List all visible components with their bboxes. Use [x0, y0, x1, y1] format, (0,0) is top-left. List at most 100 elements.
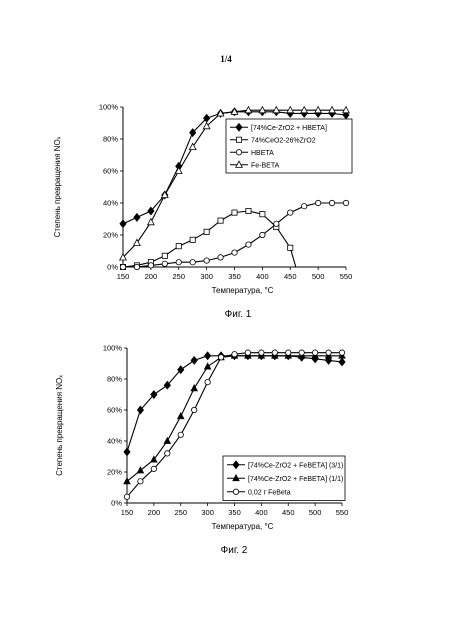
y-tick-label: 100%: [103, 344, 123, 353]
data-point: [119, 252, 127, 261]
data-point: [136, 405, 145, 415]
data-point: [231, 209, 238, 216]
data-point: [272, 105, 281, 114]
data-point: [123, 477, 131, 485]
y-tick-label: 40%: [107, 437, 122, 446]
data-point: [119, 263, 127, 271]
data-point: [217, 254, 224, 261]
x-tick-label: 300: [201, 508, 214, 517]
data-point: [217, 217, 224, 224]
data-point: [163, 436, 172, 444]
x-tick-label: 350: [228, 272, 241, 281]
data-point: [190, 355, 198, 365]
x-tick-label: 150: [121, 508, 134, 517]
x-tick-label: 300: [200, 272, 213, 281]
data-point: [137, 478, 144, 485]
legend-marker: [235, 136, 242, 143]
page-number: 1/4: [220, 54, 232, 64]
data-point: [342, 199, 350, 207]
legend: [74%Ce-ZrO2 + FeBETA] (3/1) [74%Ce-ZrO2 +…: [222, 455, 346, 501]
data-point: [245, 241, 252, 248]
x-tick-label: 400: [255, 508, 268, 517]
data-point: [312, 349, 319, 356]
x-tick-label: 450: [284, 272, 297, 281]
data-point: [133, 263, 141, 271]
data-point: [203, 362, 212, 370]
legend-label: [74%Ce-ZrO2 + FeBETA] (1/1): [248, 476, 343, 483]
data-point: [189, 236, 196, 243]
data-point: [258, 349, 265, 356]
data-point: [314, 105, 323, 114]
y-tick-label: 100%: [99, 103, 119, 112]
data-point: [175, 243, 182, 250]
data-point: [338, 357, 346, 367]
data-point: [190, 384, 198, 392]
data-point: [271, 349, 278, 356]
series-1: [123, 351, 346, 457]
y-axis-title: Степень превращения NOₓ: [53, 136, 62, 237]
y-tick-label: 0%: [107, 263, 118, 272]
data-point: [258, 105, 267, 114]
y-tick-label: 40%: [103, 199, 118, 208]
y-tick-label: 80%: [107, 375, 122, 384]
y-tick-label: 20%: [103, 231, 118, 240]
data-point: [123, 447, 131, 457]
data-point: [147, 206, 155, 216]
legend-label: 74%CeO2-26%ZrO2: [251, 137, 316, 144]
data-point: [273, 220, 280, 227]
data-point: [204, 378, 211, 386]
data-point: [133, 212, 141, 222]
chart-fig2: 0% 20% 40% 60% 80% 100% 150 200 250 300 350 400 450 5…: [55, 344, 349, 531]
data-point: [188, 142, 197, 150]
x-tick-label: 400: [256, 272, 269, 281]
data-point: [338, 349, 346, 356]
series-line: [126, 355, 343, 452]
data-point: [231, 249, 238, 256]
figure-caption-2: Фиг. 2: [220, 545, 248, 556]
x-tick-label: 550: [340, 272, 353, 281]
data-point: [231, 351, 238, 358]
y-axis-title: Степень превращения NOₓ: [55, 375, 64, 476]
data-point: [204, 351, 212, 361]
legend-marker: [235, 160, 243, 168]
data-point: [189, 128, 197, 138]
data-point: [176, 411, 185, 420]
data-point: [150, 455, 158, 463]
data-point: [150, 465, 157, 472]
data-point: [163, 380, 171, 390]
data-point: [216, 108, 225, 117]
x-tick-label: 450: [282, 508, 295, 517]
legend-label: Fe-BETA: [251, 162, 280, 169]
data-point: [328, 105, 337, 114]
data-point: [259, 231, 266, 239]
x-tick-label: 200: [148, 508, 161, 517]
data-point: [191, 406, 198, 414]
data-point: [189, 259, 196, 266]
series-4: [119, 105, 350, 261]
data-point: [177, 365, 185, 375]
data-point: [259, 211, 266, 218]
y-tick-label: 0%: [111, 499, 122, 508]
data-point: [123, 493, 131, 500]
data-point: [286, 105, 295, 114]
data-point: [202, 121, 211, 130]
chart-fig1: 0% 20% 40% 60% 80% 100% 150 200 250 300 350 400 450 5…: [53, 103, 353, 295]
data-point: [177, 431, 184, 438]
x-tick-label: 500: [309, 508, 322, 517]
x-tick-label: 250: [172, 272, 185, 281]
x-tick-label: 250: [174, 508, 187, 517]
legend: [74%Ce-ZrO2 + HBETA] 74%CeO2-26%ZrO2 HBETA…: [225, 118, 353, 174]
data-point: [203, 257, 210, 264]
x-tick-label: 150: [117, 272, 130, 281]
data-point: [230, 107, 239, 115]
series-3: [119, 199, 350, 271]
figure-caption-1: Фиг. 1: [224, 309, 252, 320]
y-tick-label: 60%: [107, 406, 122, 415]
x-tick-label: 550: [336, 508, 349, 517]
legend-marker: [232, 474, 240, 482]
data-point: [150, 390, 158, 399]
data-point: [315, 199, 322, 207]
series-line: [122, 210, 297, 268]
x-axis-title: Температура, °C: [212, 522, 274, 531]
legend-box: [225, 118, 353, 174]
